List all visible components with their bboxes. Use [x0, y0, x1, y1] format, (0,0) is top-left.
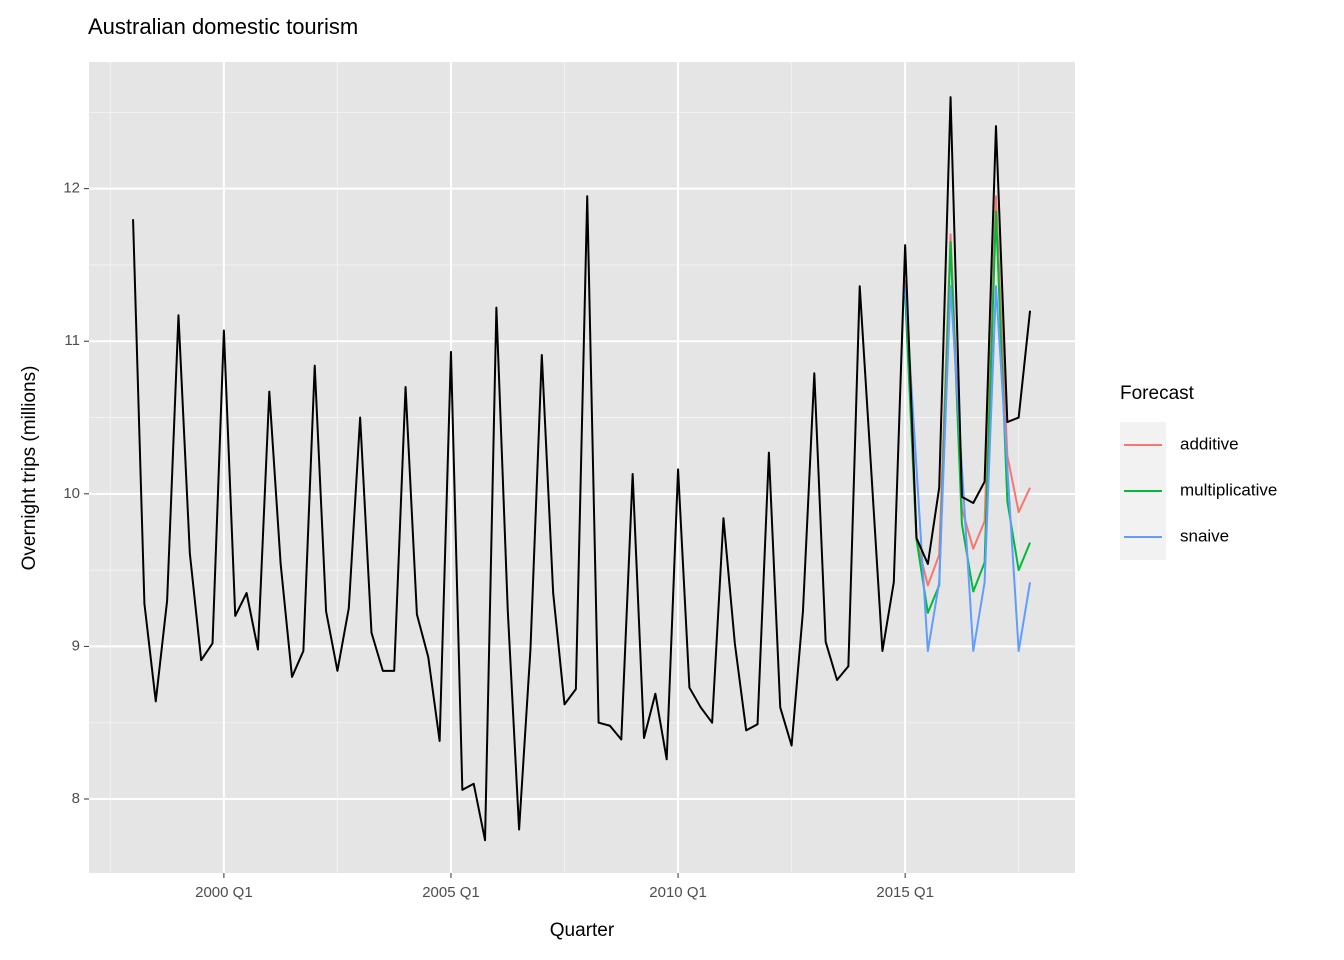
chart-title: Australian domestic tourism — [88, 14, 358, 39]
y-tick-label: 11 — [64, 332, 80, 349]
y-tick-label: 10 — [63, 485, 80, 502]
x-axis-label: Quarter — [550, 920, 615, 941]
y-tick-label: 12 — [63, 180, 80, 197]
y-tick-label: 9 — [72, 637, 80, 654]
panel — [89, 62, 1075, 873]
x-tick-label: 2010 Q1 — [649, 884, 707, 901]
legend-label: multiplicative — [1180, 480, 1277, 499]
x-tick-label: 2000 Q1 — [195, 884, 253, 901]
x-tick-label: 2015 Q1 — [876, 884, 934, 901]
data-line — [132, 96, 1032, 842]
x-tick-label: 2005 Q1 — [422, 884, 480, 901]
legend-label: snaive — [1180, 526, 1229, 545]
y-axis-label: Overnight trips (millions) — [19, 366, 40, 571]
legend-title: Forecast — [1120, 383, 1195, 404]
legend-label: additive — [1180, 434, 1239, 453]
forecast-line — [904, 195, 1031, 587]
y-tick-label: 8 — [72, 790, 80, 807]
forecast-line — [904, 285, 1032, 652]
